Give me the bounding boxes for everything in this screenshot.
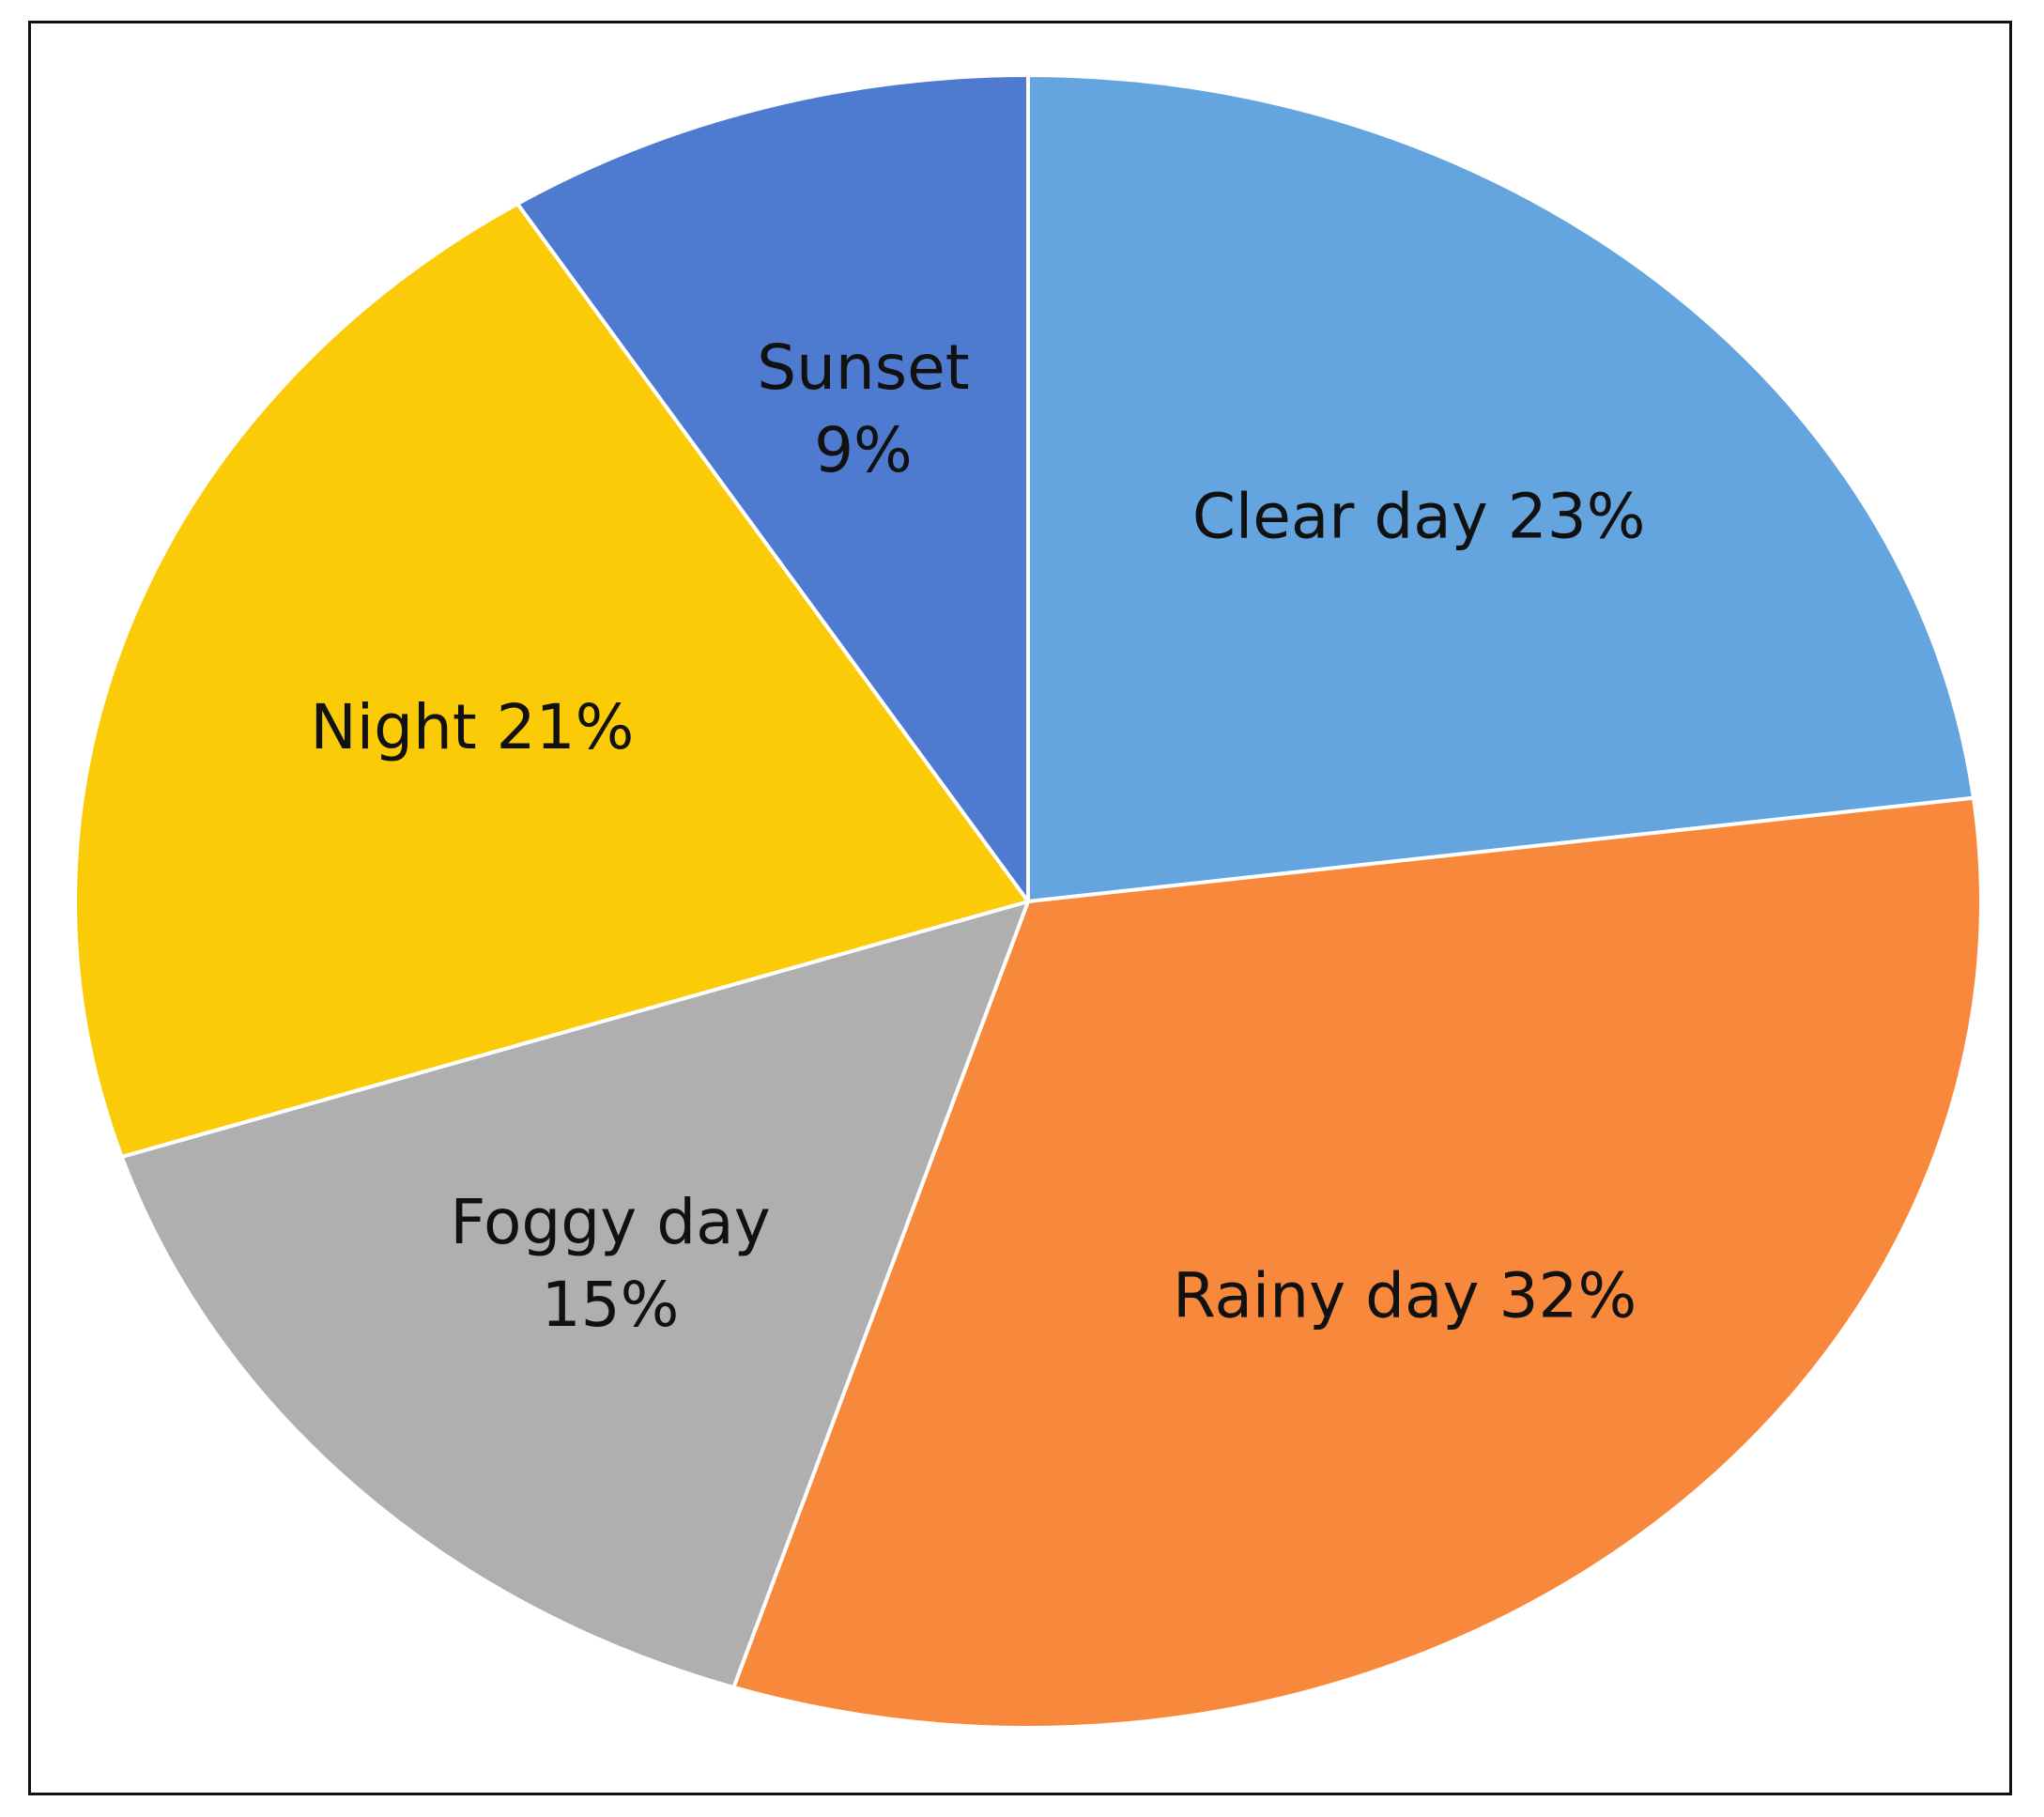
slice-label-line: Sunset <box>757 331 969 404</box>
slice-label-line: Foggy day <box>450 1186 770 1258</box>
slice-night <box>73 201 1030 1159</box>
slice-label-line: 9% <box>814 414 913 486</box>
slice-foggy-day <box>119 900 1030 1689</box>
slice-label-rainy-day: Rainy day 32% <box>1173 1259 1637 1332</box>
slice-rainy-day <box>731 795 1983 1731</box>
slice-label-line: Clear day 23% <box>1192 481 1646 553</box>
slice-clear-day <box>1026 73 1975 903</box>
slice-label-line: Night 21% <box>310 691 634 763</box>
slice-label-clear-day: Clear day 23% <box>1192 481 1646 553</box>
slice-sunset <box>515 73 1030 903</box>
pie-slices <box>73 73 1983 1731</box>
slice-labels: Clear day 23% Rainy day 32% Foggy day 15% Ni… <box>310 331 1645 1341</box>
slice-label-sunset: Sunset 9% <box>757 331 969 486</box>
slice-label-line: Rainy day 32% <box>1173 1259 1637 1332</box>
slice-label-foggy-day: Foggy day 15% <box>450 1186 770 1341</box>
slice-label-line: 15% <box>542 1269 680 1341</box>
slice-label-night: Night 21% <box>310 691 634 763</box>
